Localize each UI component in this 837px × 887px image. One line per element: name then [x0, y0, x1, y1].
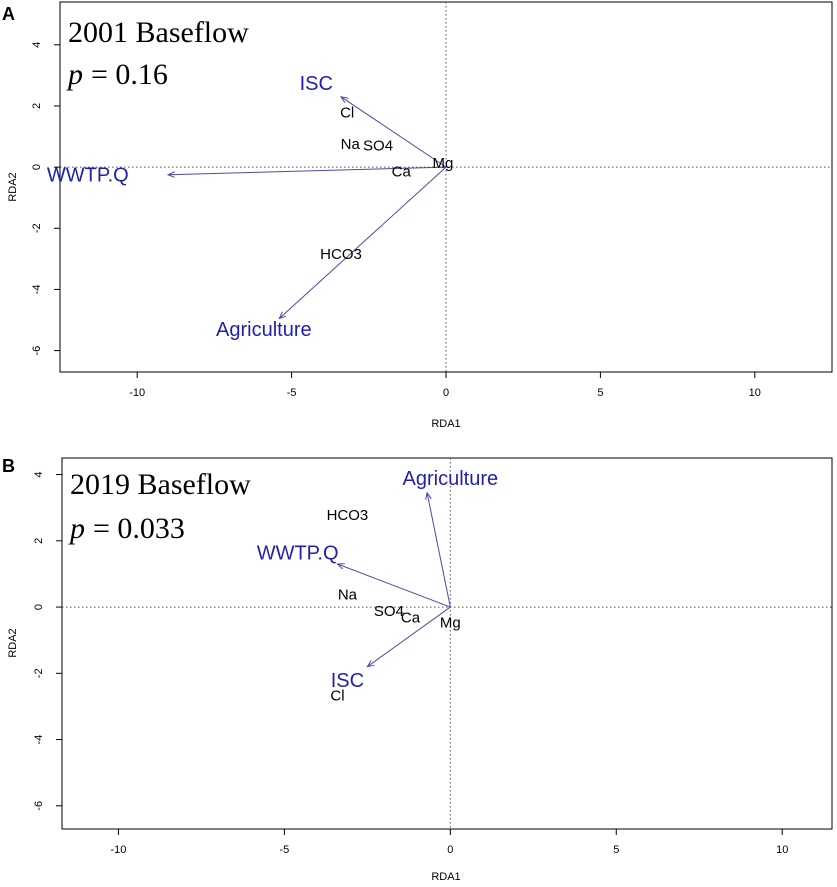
plot-area-a: -10 -5 0 5 10 -6 -4 -2 0 2 4 ISC WWTP.Q Agriculture Cl…	[31, 2, 832, 399]
species-label-hco3-a: HCO3	[320, 246, 362, 263]
y-tick-label-b: -2	[33, 668, 45, 678]
y-tick-label-a: -4	[31, 285, 43, 295]
y-tick-label-b: -6	[33, 801, 45, 811]
species-label-cl-a: Cl	[340, 105, 354, 122]
p-value-text-b: = 0.033	[93, 512, 185, 545]
y-tick-label-a: 0	[31, 164, 43, 170]
p-value-text-a: = 0.16	[91, 58, 168, 91]
y-tick-label-a: 2	[31, 103, 43, 109]
x-axis-title-b: RDA1	[431, 871, 460, 883]
variable-label-isc-b: ISC	[331, 670, 364, 692]
y-axis-title-b: RDA2	[7, 628, 19, 657]
arrow-isc-a	[341, 97, 447, 168]
variable-label-agriculture-a: Agriculture	[216, 319, 312, 341]
x-tick-label-b: -5	[279, 844, 289, 856]
species-label-so4-a: SO4	[363, 137, 393, 154]
x-tick-label-a: 5	[597, 387, 603, 399]
y-tick-label-b: -4	[33, 735, 45, 745]
y-axis-title-a: RDA2	[7, 172, 19, 201]
arrow-agriculture-a	[279, 166, 447, 318]
x-tick-label-a: -10	[129, 387, 145, 399]
p-symbol-b: p	[68, 512, 85, 545]
species-label-mg-a: Mg	[432, 155, 453, 172]
species-label-ca-a: Ca	[392, 164, 412, 181]
panel-b: B -10 -5 0 5 10 -6 -4 -2 0 2 4 Agriculture WWTP.Q ISC…	[2, 456, 833, 883]
arrow-isc-b	[367, 606, 451, 667]
p-value-b: p = 0.033	[68, 512, 185, 545]
panel-a: A -10 -5 0 5 10 -6 -4 -2 0 2 4 ISC WWTP.Q Agriculture…	[2, 1, 833, 430]
y-tick-label-a: 4	[31, 42, 43, 48]
arrow-agriculture-b	[427, 493, 451, 608]
x-tick-label-b: 0	[447, 844, 453, 856]
species-label-ca-b: Ca	[401, 610, 421, 627]
x-tick-label-a: -5	[287, 387, 297, 399]
x-tick-label-b: 10	[776, 844, 788, 856]
y-tick-label-b: 0	[33, 604, 45, 610]
panel-letter-a: A	[2, 4, 15, 24]
plot-area-b: -10 -5 0 5 10 -6 -4 -2 0 2 4 Agriculture WWTP.Q ISC HC…	[33, 458, 832, 856]
y-tick-label-a: -2	[31, 223, 43, 233]
variable-label-isc-a: ISC	[300, 73, 333, 95]
x-tick-label-b: -10	[110, 844, 126, 856]
species-label-mg-b: Mg	[440, 615, 461, 632]
species-label-hco3-b: HCO3	[327, 507, 369, 524]
x-tick-label-b: 5	[613, 844, 619, 856]
y-tick-label-b: 4	[33, 472, 45, 478]
x-tick-label-a: 10	[749, 387, 761, 399]
y-tick-label-b: 2	[33, 538, 45, 544]
panel-letter-b: B	[2, 456, 15, 476]
arrow-wwtp-q-b	[337, 564, 451, 608]
species-label-cl-b: Cl	[330, 687, 344, 704]
chart-title-a: 2001 Baseflow	[68, 16, 249, 49]
p-symbol-a: p	[66, 58, 83, 91]
species-label-na-b: Na	[338, 586, 358, 603]
plot-frame-b	[61, 457, 833, 830]
x-tick-label-a: 0	[443, 387, 449, 399]
species-label-so4-b: SO4	[374, 603, 404, 620]
species-label-na-a: Na	[341, 136, 361, 153]
p-value-a: p = 0.16	[66, 58, 168, 91]
chart-title-b: 2019 Baseflow	[70, 468, 251, 501]
arrow-wwtp-q-a	[168, 166, 447, 175]
y-tick-label-a: -6	[31, 346, 43, 356]
variable-label-wwtp-q-b: WWTP.Q	[257, 542, 339, 564]
x-axis-title-a: RDA1	[431, 418, 460, 430]
variable-label-agriculture-b: Agriculture	[403, 468, 499, 490]
variable-label-wwtp-q-a: WWTP.Q	[47, 165, 129, 187]
